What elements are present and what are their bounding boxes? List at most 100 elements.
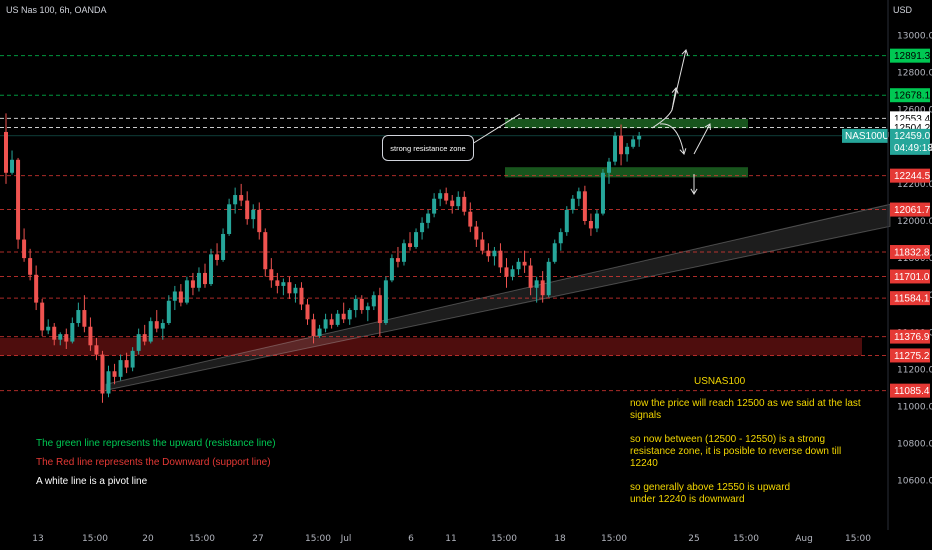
candle [178,291,183,303]
candle [221,233,226,260]
candle [64,334,69,342]
candle [166,300,171,324]
candle [516,261,521,270]
legend-notes: The green line represents the upward (re… [36,438,276,488]
candle [100,354,105,394]
candle [607,161,611,173]
candle [414,232,419,247]
x-tick-label: 25 [688,534,699,544]
x-tick-label: 15:00 [601,534,627,544]
arrowhead [690,188,698,195]
current-price-tag [890,128,930,155]
price-tag-label: 12891.3 [894,51,931,62]
candle [215,254,220,260]
price-tag [890,48,930,63]
candle [190,280,195,288]
candle [576,191,581,199]
candle [275,280,280,286]
x-tick-label: 13 [32,534,43,544]
price-tag [890,291,930,306]
candle [10,159,15,173]
x-tick-label: 15:00 [733,534,759,544]
candle [118,360,123,377]
price-tag [890,88,930,103]
x-tick-label: 6 [408,534,414,544]
x-tick-label: 20 [142,534,154,544]
arrow-up-minor [671,87,677,111]
price-tag-label: 11085.4 [894,386,930,397]
candle [341,313,346,320]
price-tag-label: 11584.1 [894,294,930,305]
annotation-line: now the price will reach 12500 as we sai… [630,398,861,409]
candle [438,193,443,199]
annotation-line: so now between (12500 - 12550) is a stro… [630,434,826,445]
candle [534,280,539,288]
price-tag-label: 12678.1 [894,91,931,102]
annotation-line: under 12240 is downward [630,494,745,505]
candle [389,258,394,281]
y-tick-label: 12600.0 [897,106,932,116]
candle [359,298,364,311]
candle [582,191,587,221]
candle [401,243,406,262]
candle [160,323,165,329]
y-tick-label: 12800.0 [897,69,932,79]
legend-pivot-note: A white line is a pivot line [36,476,148,487]
resistance-zone [505,167,748,178]
candle [540,280,545,296]
countdown-label: 04:49:18 [894,143,932,154]
candle [136,334,141,351]
candle [329,319,334,325]
candle [371,295,376,307]
candle [522,261,527,266]
candle [263,232,268,270]
candle [46,326,51,331]
candle [184,280,189,303]
candle [269,269,274,281]
y-tick-label: 11000.0 [897,403,932,413]
candle [588,221,593,229]
price-tag [890,202,930,217]
candle [172,291,177,301]
candle [444,193,449,201]
y-tick-label: 12200.0 [897,180,932,190]
trend-channel [105,203,891,391]
candle [58,334,63,340]
price-axis[interactable]: 10600.010800.011000.011200.011400.011600… [842,32,932,487]
candle [317,328,322,337]
candle [70,323,75,342]
candle [299,287,304,305]
candle [383,280,388,324]
time-axis[interactable]: 13 15:00 20 15:00 27 15:00 Jul 6 11 15:00 18 15:00 2… [32,0,889,544]
candle [287,282,292,294]
x-tick-label: 11 [445,534,456,544]
arrow-up-right [693,123,711,155]
x-tick-label: Aug [795,534,813,544]
candle [305,304,310,320]
candle [124,360,129,368]
arrowhead [681,49,689,56]
annotation-line: resistance zone, it is posible to revers… [630,446,842,457]
candle [377,295,382,324]
candle [88,326,93,346]
candle [335,313,340,325]
annotation-title: USNAS100 [694,376,746,387]
candle [142,334,147,342]
candle [311,319,316,337]
candle [82,310,87,327]
candle [637,135,642,140]
candle [552,243,557,262]
candle [564,209,569,233]
x-tick-label: 15:00 [845,534,871,544]
candle [450,200,455,207]
x-tick-label: 18 [554,534,566,544]
callout-pointer [471,113,521,145]
legend-resistance-note: The green line represents the upward (re… [36,438,276,449]
candle [546,261,551,296]
support-channel [105,203,891,391]
candle [613,135,618,162]
projection-arrows [471,49,711,195]
candle [462,196,467,212]
candle [353,298,358,311]
